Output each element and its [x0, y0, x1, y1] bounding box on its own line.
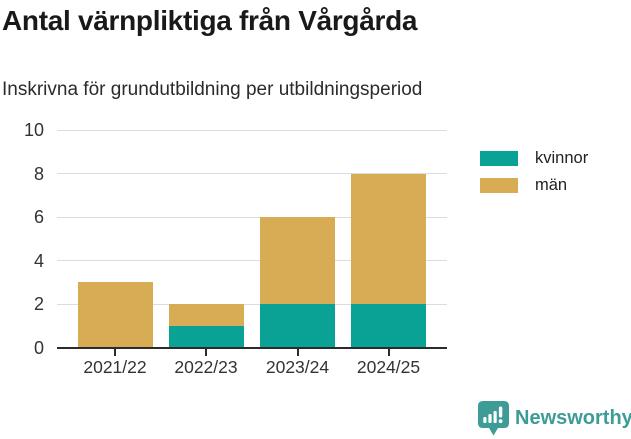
bar-segment-män	[260, 217, 335, 304]
gridline	[57, 260, 447, 261]
x-axis-label: 2021/22	[83, 357, 147, 377]
brand-name: Newsworthy	[515, 407, 631, 429]
bar-segment-kvinnor	[351, 304, 426, 348]
gridline	[57, 129, 447, 131]
y-axis-label: 0	[33, 337, 44, 358]
bar-segment-män	[168, 304, 244, 326]
gridline	[57, 216, 447, 218]
bar-segment-kvinnor	[168, 325, 244, 348]
legend-item-man: män	[480, 175, 588, 194]
y-axis-label: 2	[33, 294, 44, 314]
x-axis-line	[57, 346, 447, 349]
y-axis-label: 6	[33, 207, 44, 227]
bar-segment-män	[351, 173, 426, 304]
legend: kvinnor män	[480, 148, 589, 204]
legend-item-kvinnor: kvinnor	[480, 148, 589, 167]
bar-segment-män	[77, 282, 153, 348]
brand-footer: Newsworthy	[477, 400, 631, 437]
x-axis-tick	[114, 348, 116, 356]
legend-label-man: män	[535, 175, 568, 194]
x-axis-tick	[387, 348, 390, 356]
chart-subtitle: Inskrivna för grundutbildning per utbild…	[2, 79, 423, 100]
x-axis-tick	[205, 348, 207, 356]
y-axis-label: 8	[33, 163, 44, 184]
x-axis-label: 2022/23	[174, 357, 238, 377]
x-axis-label: 2023/24	[265, 357, 330, 377]
x-axis-label: 2024/25	[356, 357, 421, 377]
y-axis-label: 10	[23, 120, 44, 140]
legend-swatch-man	[480, 177, 518, 193]
gridline	[57, 173, 447, 174]
y-axis-label: 4	[33, 250, 44, 271]
legend-label-kvinnor: kvinnor	[535, 148, 589, 167]
bar-segment-kvinnor	[260, 304, 335, 348]
legend-swatch-kvinnor	[480, 150, 518, 166]
newsworthy-logo-icon	[478, 401, 509, 436]
x-axis-tick	[296, 348, 299, 356]
gridline	[57, 303, 447, 305]
chart-title: Antal värnpliktiga från Vårgårda	[2, 5, 418, 36]
